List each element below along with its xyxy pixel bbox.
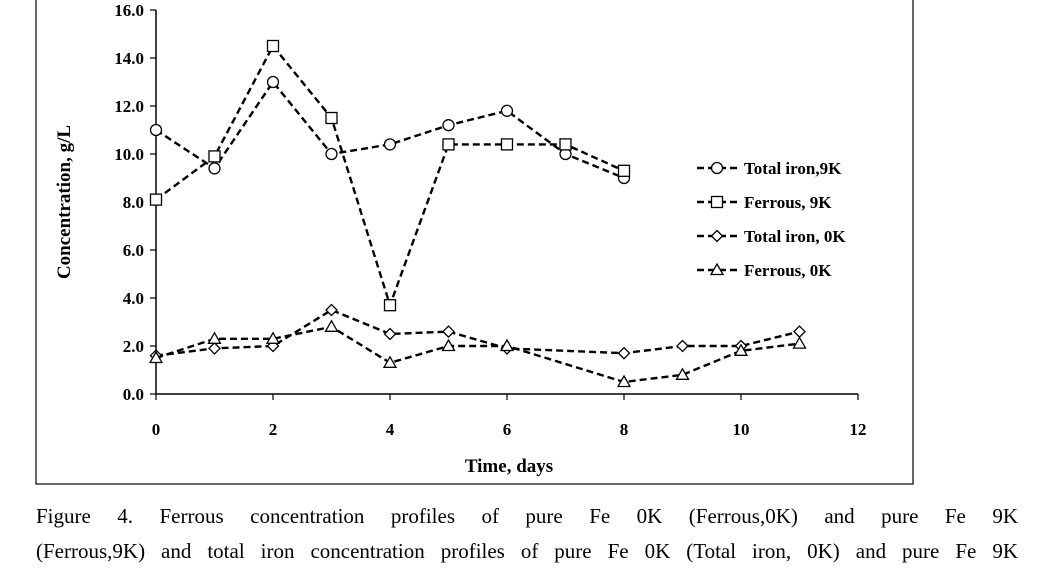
data-point-series-3 xyxy=(442,325,455,339)
legend-label: Ferrous, 9K xyxy=(744,193,832,212)
data-point-series-1 xyxy=(383,138,397,151)
y-tick-label: 10.0 xyxy=(114,145,144,164)
x-tick-label: 4 xyxy=(386,420,395,439)
caption-line-2: (Ferrous,9K) and total iron concentratio… xyxy=(36,539,1018,563)
data-point-series-3 xyxy=(208,341,221,355)
data-point-series-2 xyxy=(442,138,455,151)
x-tick-label: 0 xyxy=(152,420,161,439)
data-point-series-2 xyxy=(617,164,631,177)
chart-frame xyxy=(35,0,914,485)
data-point-series-2 xyxy=(559,138,572,151)
data-point-series-2 xyxy=(500,138,514,151)
x-tick-label: 6 xyxy=(503,420,512,439)
data-point-series-4 xyxy=(733,343,749,356)
y-tick-label: 4.0 xyxy=(123,289,144,308)
data-point-series-1 xyxy=(500,104,514,117)
figure-caption: Figure 4. Ferrous concentration profiles… xyxy=(36,499,1018,569)
legend-label: Total iron,9K xyxy=(744,159,842,178)
data-point-series-4 xyxy=(324,319,339,332)
data-point-series-3 xyxy=(383,327,397,341)
y-tick-label: 8.0 xyxy=(123,193,144,212)
legend-label: Ferrous, 0K xyxy=(744,261,832,280)
y-tick-label: 14.0 xyxy=(114,49,144,68)
x-tick-label: 8 xyxy=(620,420,629,439)
data-point-series-3 xyxy=(676,339,689,353)
data-point-series-1 xyxy=(442,119,455,132)
data-point-series-3 xyxy=(617,346,631,360)
data-point-series-4 xyxy=(616,374,632,388)
data-point-series-2 xyxy=(149,193,163,206)
data-point-series-1 xyxy=(266,75,280,89)
x-axis-label: Time, days xyxy=(465,456,553,477)
data-point-series-4 xyxy=(441,338,456,352)
x-tick-label: 12 xyxy=(850,420,867,439)
legend-marker xyxy=(710,195,724,209)
y-tick-label: 6.0 xyxy=(123,241,144,260)
y-tick-label: 2.0 xyxy=(123,337,144,356)
legend-marker xyxy=(710,229,724,243)
legend-label: Total iron, 0K xyxy=(744,227,846,246)
data-point-series-1 xyxy=(325,147,338,161)
data-point-series-4 xyxy=(207,331,222,344)
series-line-1 xyxy=(155,79,625,180)
y-tick-label: 0.0 xyxy=(123,385,144,404)
x-tick-label: 10 xyxy=(733,420,750,439)
legend-marker xyxy=(710,161,724,175)
data-point-series-2 xyxy=(383,299,397,312)
x-tick-label: 2 xyxy=(269,420,278,439)
data-point-series-2 xyxy=(325,111,338,125)
y-tick-label: 12.0 xyxy=(114,97,144,116)
data-point-series-1 xyxy=(208,162,221,175)
legend-marker xyxy=(709,262,725,276)
data-point-series-1 xyxy=(149,123,163,137)
data-point-series-4 xyxy=(792,336,807,349)
data-point-series-4 xyxy=(382,355,398,368)
data-point-series-4 xyxy=(148,350,164,364)
data-point-series-4 xyxy=(499,338,515,352)
data-point-series-4 xyxy=(675,367,690,380)
y-axis-label: Concentration, g/L xyxy=(54,125,75,279)
caption-line-1: Figure 4. Ferrous concentration profiles… xyxy=(36,504,1018,528)
data-point-series-2 xyxy=(208,150,221,163)
series-line-3 xyxy=(155,308,800,357)
y-tick-label: 16.0 xyxy=(114,1,144,20)
data-point-series-4 xyxy=(265,331,281,344)
data-point-series-2 xyxy=(266,39,280,53)
data-point-series-3 xyxy=(325,303,338,317)
